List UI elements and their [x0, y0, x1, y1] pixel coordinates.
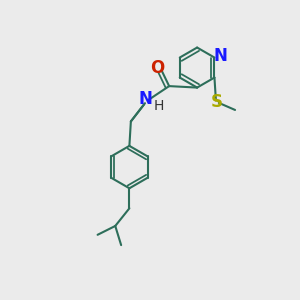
Text: N: N	[214, 47, 228, 65]
Text: H: H	[154, 98, 164, 112]
Text: N: N	[139, 90, 152, 108]
Text: S: S	[211, 93, 223, 111]
Text: O: O	[151, 59, 165, 77]
